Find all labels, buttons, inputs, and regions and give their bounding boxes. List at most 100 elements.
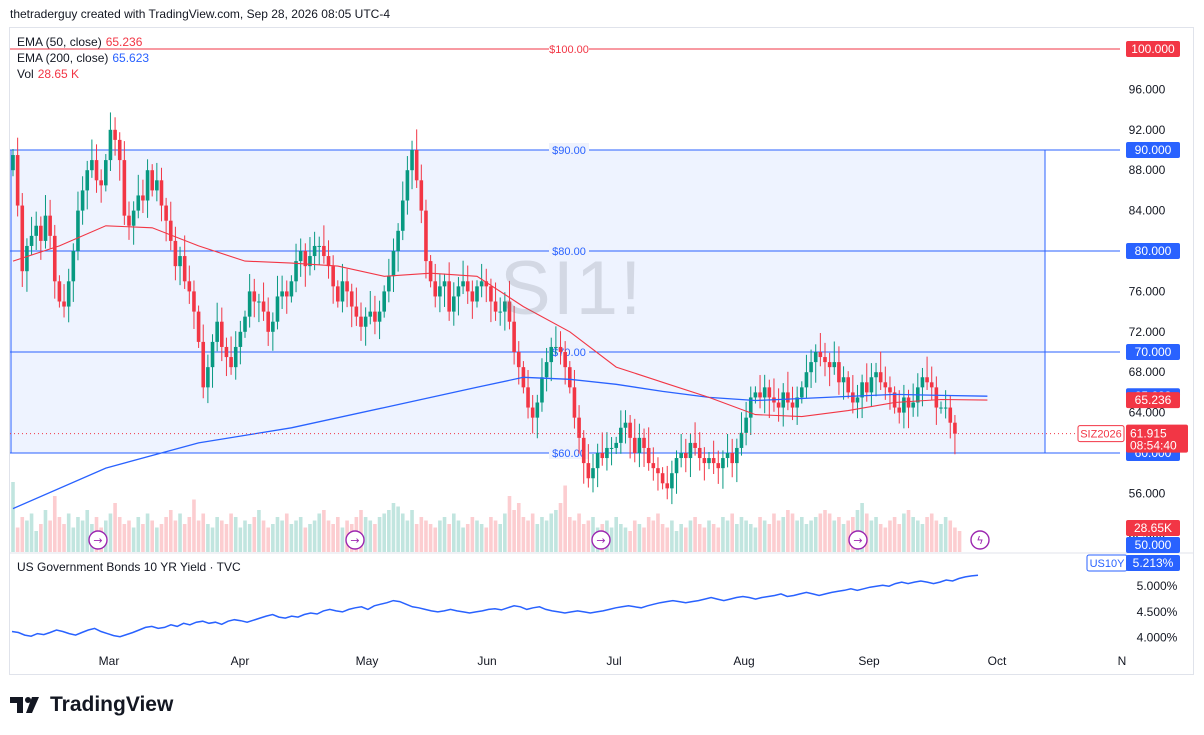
volume-bar	[888, 520, 892, 552]
bond-badge: US10Y	[1090, 558, 1126, 570]
candle-body	[373, 311, 377, 322]
volume-bar	[679, 524, 683, 552]
volume-bar	[753, 527, 758, 552]
candle-body	[929, 382, 934, 388]
volume-bar	[247, 524, 252, 552]
candle-body	[284, 291, 289, 297]
volume-bar	[303, 527, 308, 552]
candle-body	[243, 316, 247, 332]
volume-bar	[646, 517, 651, 552]
volume-bar	[424, 520, 428, 552]
legend-volume[interactable]: Vol 28.65 K	[17, 66, 79, 82]
candle-body	[99, 180, 103, 186]
candle-body	[632, 437, 637, 453]
candle-body	[164, 205, 168, 221]
symbol-watermark: SI1!	[500, 246, 644, 331]
tradingview-logo[interactable]: TradingView	[10, 693, 173, 717]
volume-axis-tag-bg	[1126, 520, 1180, 536]
volume-bar	[628, 531, 632, 552]
candle-body	[424, 210, 428, 262]
candle-body	[340, 281, 345, 302]
volume-bar	[442, 517, 447, 552]
candle-body	[530, 407, 535, 418]
candle-body	[721, 458, 725, 469]
candle-body	[540, 377, 544, 403]
volume-bar	[586, 520, 591, 552]
candle-body	[66, 281, 71, 307]
volume-bar	[294, 520, 298, 552]
volume-bar	[127, 520, 131, 552]
candle-body	[535, 402, 540, 418]
volume-bar	[702, 527, 707, 552]
candle-body	[813, 352, 818, 363]
volume-bar	[317, 513, 322, 552]
volume-bar	[150, 520, 154, 552]
volume-bar	[465, 524, 470, 552]
x-axis-label: N	[1118, 654, 1127, 668]
volume-bar	[786, 510, 790, 552]
hline-label: $70.00	[552, 347, 586, 359]
candle-body	[173, 240, 178, 267]
volume-bar	[322, 510, 326, 552]
candle-body	[117, 139, 122, 161]
event-marker-icon	[345, 530, 365, 550]
volume-bar	[428, 524, 433, 552]
last-price-value: 61.915	[1130, 427, 1167, 441]
volume-scale-tag: 50.000	[1135, 538, 1172, 552]
volume-bar	[656, 513, 660, 552]
price-tick-label: 92.000	[1129, 123, 1166, 137]
candle-body	[428, 261, 433, 282]
candle-body	[748, 397, 753, 418]
legend-ema50[interactable]: EMA (50, close) 65.236	[17, 34, 142, 50]
candle-body	[182, 256, 187, 282]
volume-bar	[637, 524, 642, 552]
price-tick-label: 84.000	[1129, 204, 1166, 218]
volume-bar	[744, 520, 748, 552]
candle-body	[178, 256, 182, 267]
candle-body	[581, 437, 586, 464]
price-tick-label: 68.000	[1129, 365, 1166, 379]
candle-body	[614, 442, 618, 448]
candle-body	[127, 215, 131, 226]
volume-bar	[289, 524, 294, 552]
arrow-icon: →	[853, 534, 862, 547]
axis-tag-indicator-bg	[1126, 392, 1180, 409]
candle-body	[289, 281, 294, 297]
price-tick-label: 96.000	[1129, 82, 1166, 96]
volume-bar	[665, 527, 670, 552]
candle-body	[605, 447, 609, 459]
hline-label-bg	[549, 143, 589, 156]
volume-bar	[331, 524, 335, 552]
candle-body	[331, 266, 335, 287]
volume-bar	[577, 513, 581, 552]
legend-ema200[interactable]: EMA (200, close) 65.623	[17, 50, 149, 66]
volume-bar	[25, 520, 29, 552]
candle-body	[90, 160, 94, 171]
candle-body	[563, 352, 567, 368]
arrow-icon: →	[596, 534, 605, 547]
volume-bar	[762, 520, 767, 552]
candle-body	[804, 372, 809, 388]
volume-bar	[196, 520, 201, 552]
candle-body	[693, 442, 697, 448]
candle-body	[920, 377, 925, 388]
candle-body	[131, 210, 136, 226]
volume-bar	[813, 517, 818, 552]
volume-bar	[489, 517, 493, 552]
volume-bar	[131, 527, 136, 552]
volume-bar	[396, 506, 400, 552]
arrow-icon: →	[93, 534, 102, 547]
volume-bar	[748, 524, 753, 552]
volume-bar	[136, 517, 141, 552]
candle-body	[526, 387, 530, 408]
tradingview-logo-icon	[10, 697, 39, 713]
candle-body	[155, 180, 159, 191]
candle-body	[29, 235, 34, 246]
candle-body	[294, 261, 298, 282]
candle-body	[257, 301, 261, 303]
volume-bar	[772, 513, 776, 552]
candle-body	[577, 417, 581, 438]
candle-body	[660, 473, 665, 484]
volume-bar	[897, 524, 902, 552]
